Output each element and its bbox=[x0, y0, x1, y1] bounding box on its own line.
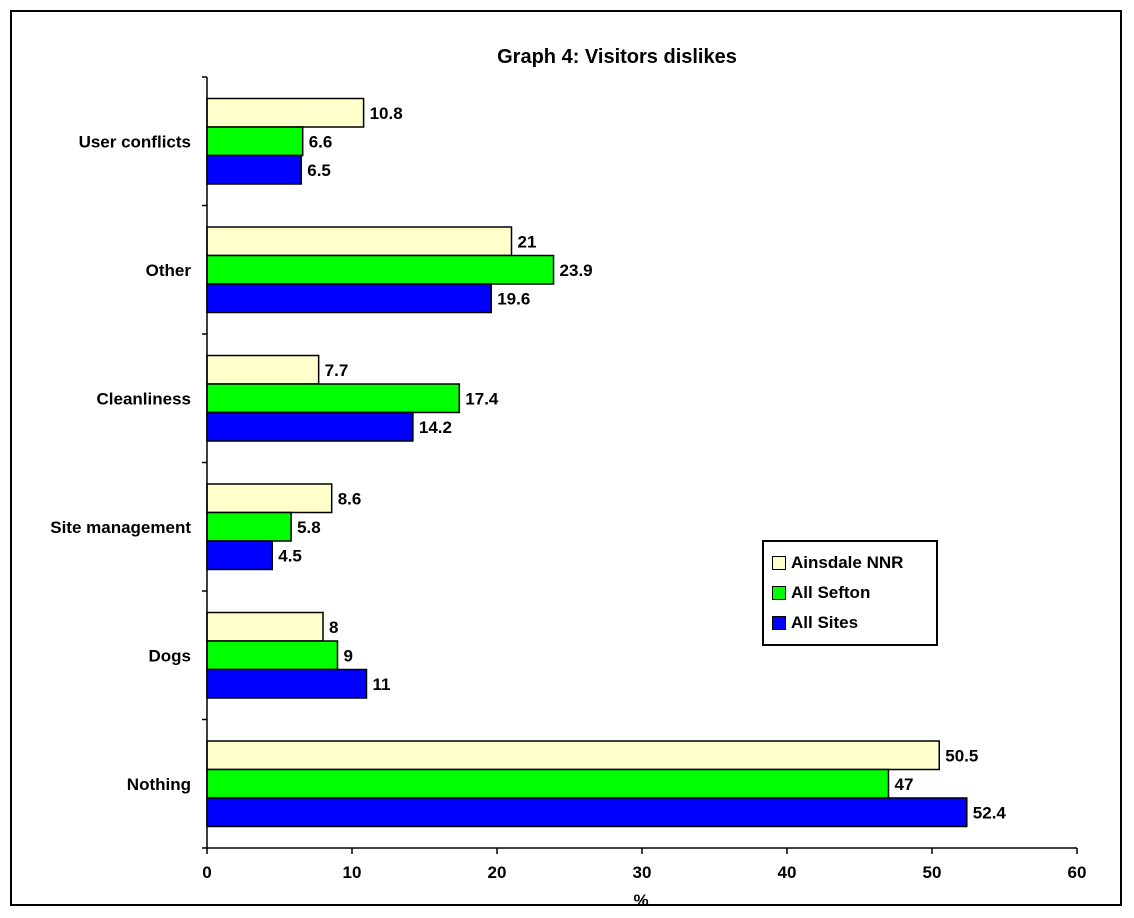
bar-other-all-sites bbox=[206, 283, 492, 314]
category-label-site-management: Site management bbox=[50, 518, 191, 537]
data-label: 50.5 bbox=[945, 746, 978, 765]
data-label: 17.4 bbox=[465, 389, 499, 408]
data-label: 8 bbox=[329, 618, 338, 637]
bar-user-conflicts-all-sefton bbox=[206, 126, 304, 157]
data-label: 47 bbox=[895, 775, 914, 794]
bar-other-all-sefton bbox=[206, 254, 555, 285]
data-label: 4.5 bbox=[278, 546, 302, 565]
x-tick-label: 0 bbox=[202, 863, 211, 882]
bar-other-ainsdale-nnr bbox=[206, 226, 513, 257]
bar-nothing-ainsdale-nnr bbox=[206, 740, 940, 771]
bar-dogs-all-sefton bbox=[206, 640, 339, 671]
legend-item-ainsdale-nnr: Ainsdale NNR bbox=[764, 548, 936, 578]
data-label: 6.6 bbox=[309, 132, 333, 151]
data-label: 52.4 bbox=[973, 803, 1007, 822]
bar-dogs-all-sites bbox=[206, 668, 368, 699]
x-tick-label: 20 bbox=[488, 863, 507, 882]
x-tick-label: 30 bbox=[633, 863, 652, 882]
category-label-cleanliness: Cleanliness bbox=[97, 389, 192, 408]
axes-group: User conflicts Other Cleanliness Site manag… bbox=[50, 76, 1087, 882]
bar-site-management-ainsdale-nnr bbox=[206, 483, 333, 514]
data-label: 23.9 bbox=[560, 261, 593, 280]
data-label: 7.7 bbox=[325, 361, 349, 380]
bar-cleanliness-all-sites bbox=[206, 411, 414, 442]
legend-item-all-sefton: All Sefton bbox=[764, 578, 936, 608]
x-tick-label: 60 bbox=[1068, 863, 1087, 882]
legend: Ainsdale NNR All Sefton All Sites bbox=[762, 540, 938, 646]
x-axis-label: % bbox=[633, 891, 648, 910]
data-label: 14.2 bbox=[419, 418, 452, 437]
bar-user-conflicts-all-sites bbox=[206, 154, 302, 185]
data-label: 11 bbox=[373, 675, 391, 694]
legend-label: All Sites bbox=[791, 613, 859, 632]
bar-cleanliness-ainsdale-nnr bbox=[206, 354, 320, 385]
legend-item-all-sites: All Sites bbox=[764, 608, 936, 638]
x-tick-label: 10 bbox=[343, 863, 362, 882]
data-label: 9 bbox=[344, 646, 353, 665]
data-label: 5.8 bbox=[297, 518, 321, 537]
data-label: 21 bbox=[518, 232, 537, 251]
bar-site-management-all-sefton bbox=[206, 511, 292, 542]
bar-cleanliness-all-sefton bbox=[206, 383, 461, 414]
bar-dogs-ainsdale-nnr bbox=[206, 611, 324, 642]
x-tick-label: 40 bbox=[778, 863, 797, 882]
category-label-nothing: Nothing bbox=[127, 775, 191, 794]
category-label-other: Other bbox=[146, 261, 192, 280]
bar-nothing-all-sites bbox=[206, 797, 968, 828]
bar-site-management-all-sites bbox=[206, 540, 273, 571]
bar-user-conflicts-ainsdale-nnr bbox=[206, 97, 365, 128]
legend-swatch bbox=[772, 586, 786, 600]
data-label: 6.5 bbox=[307, 161, 331, 180]
data-label: 19.6 bbox=[497, 289, 530, 308]
legend-label: Ainsdale NNR bbox=[791, 553, 904, 572]
legend-swatch bbox=[772, 556, 786, 570]
legend-label: All Sefton bbox=[791, 583, 871, 602]
category-label-dogs: Dogs bbox=[149, 646, 192, 665]
category-label-user-conflicts: User conflicts bbox=[79, 132, 191, 151]
data-label: 8.6 bbox=[338, 489, 362, 508]
chart-title: Graph 4: Visitors dislikes bbox=[497, 46, 737, 68]
data-label: 10.8 bbox=[370, 104, 403, 123]
bars-group: 10.8 6.6 6.5 21 23.9 19.6 7.7 17.4 14.2 8.6 5.8 4.5… bbox=[206, 97, 1007, 828]
bar-nothing-all-sefton bbox=[206, 768, 890, 799]
legend-swatch bbox=[772, 616, 786, 630]
x-tick-label: 50 bbox=[923, 863, 942, 882]
